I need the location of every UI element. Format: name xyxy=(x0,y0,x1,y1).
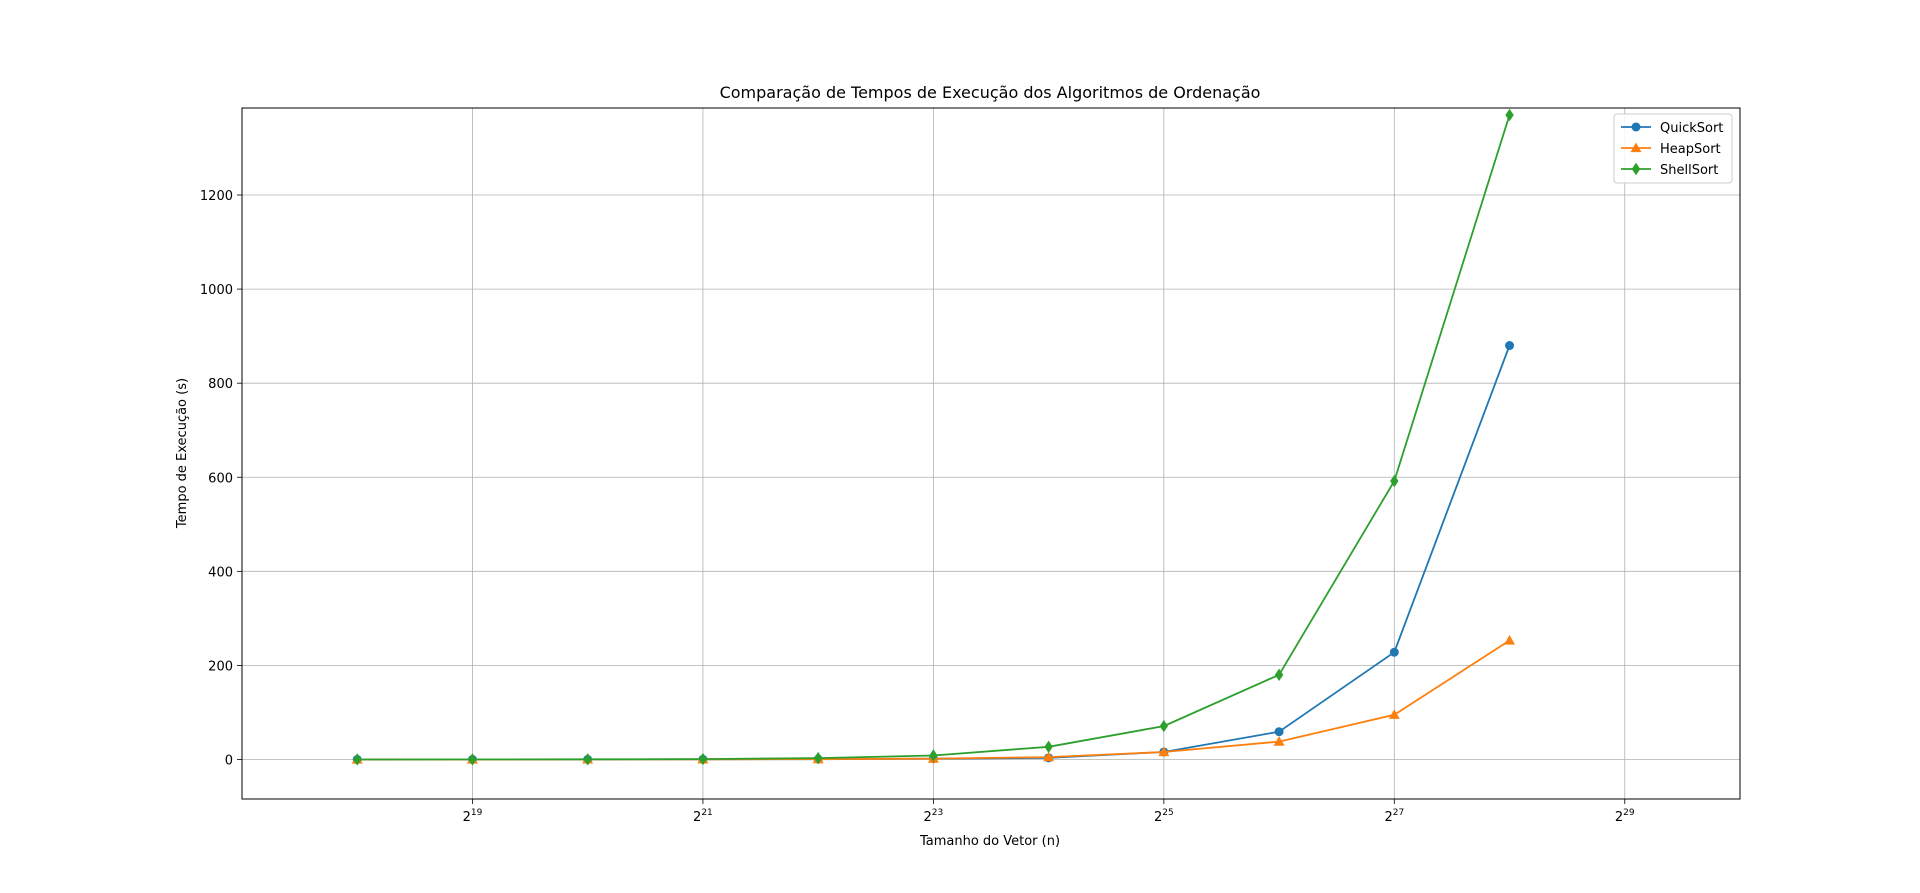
legend-marker-quicksort xyxy=(1631,122,1641,132)
y-tick-label: 800 xyxy=(208,377,233,392)
y-tick-labels: 0 200 400 600 800 1000 1200 xyxy=(200,189,242,768)
legend-label-heapsort: HeapSort xyxy=(1660,142,1721,157)
shellsort-point xyxy=(698,752,708,766)
legend-item-shellsort: ShellSort xyxy=(1621,162,1718,178)
plot-frame xyxy=(241,107,1741,800)
legend-marker-shellsort xyxy=(1631,162,1641,176)
y-tick-label: 400 xyxy=(208,565,233,580)
shellsort-point xyxy=(468,753,477,766)
legend-marker-heapsort xyxy=(1630,142,1642,153)
x-tick-label: 221 xyxy=(693,808,713,825)
quicksort-point xyxy=(1274,727,1284,737)
grid-lines xyxy=(242,108,1740,799)
x-tick-label: 219 xyxy=(463,808,483,825)
legend-item-quicksort: QuickSort xyxy=(1621,121,1723,136)
x-tick-label: 225 xyxy=(1154,808,1174,825)
shellsort-point xyxy=(1044,740,1053,753)
legend-label-quicksort: QuickSort xyxy=(1660,121,1723,136)
shellsort-point xyxy=(1390,474,1399,488)
legend-box xyxy=(1613,113,1733,184)
legend: QuickSort HeapSort ShellSort xyxy=(1613,113,1733,184)
heapsort-point xyxy=(1273,736,1285,746)
x-tick-label: 227 xyxy=(1384,808,1404,825)
shellsort-point xyxy=(583,753,592,766)
y-axis-label: Tempo de Execução (s) xyxy=(175,378,190,529)
x-tick-label: 223 xyxy=(924,808,944,825)
y-tick-label: 1200 xyxy=(200,189,233,204)
shellsort-point xyxy=(353,753,362,766)
legend-item-heapsort: HeapSort xyxy=(1621,142,1721,157)
heapsort-point xyxy=(1043,751,1055,762)
series-layer xyxy=(351,108,1516,766)
quicksort-point xyxy=(1389,647,1399,657)
quicksort-point xyxy=(1505,341,1515,351)
legend-label-shellsort: ShellSort xyxy=(1660,163,1718,178)
shellsort-point xyxy=(1159,719,1169,733)
x-tick-labels: 219 221 223 225 227 229 xyxy=(463,799,1635,825)
y-tick-label: 0 xyxy=(225,753,233,768)
shellsort-point xyxy=(1274,668,1284,682)
series-shellsort xyxy=(353,108,1514,766)
shellsort-point xyxy=(1505,108,1514,122)
shellsort-point xyxy=(929,749,938,762)
x-tick-label: 229 xyxy=(1615,808,1635,825)
x-axis-label: Tamanho do Vetor (n) xyxy=(919,834,1060,849)
heapsort-point xyxy=(1504,634,1516,645)
chart-title: Comparação de Tempos de Execução dos Alg… xyxy=(720,83,1261,102)
y-tick-label: 600 xyxy=(208,471,233,486)
heapsort-point xyxy=(1388,709,1400,719)
y-tick-label: 1000 xyxy=(200,283,233,298)
heapsort-point xyxy=(1158,746,1170,757)
y-tick-label: 200 xyxy=(208,659,233,674)
shellsort-point xyxy=(813,751,823,765)
